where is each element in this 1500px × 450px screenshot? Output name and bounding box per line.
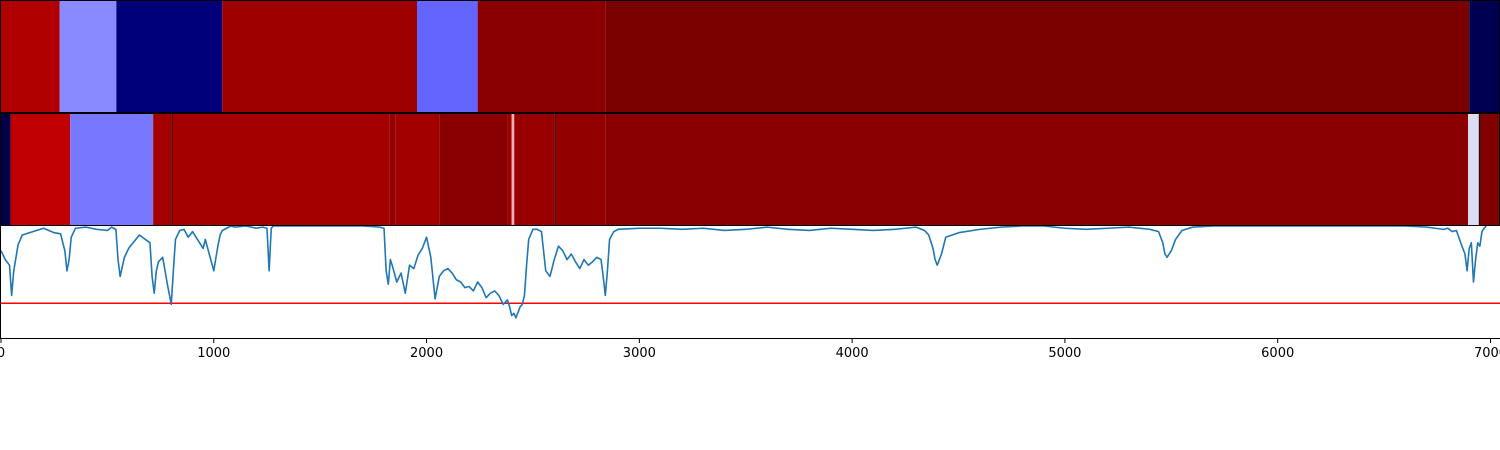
heatmap-segment-2-9 (507, 114, 512, 225)
heatmap-segment-2-3 (153, 114, 172, 225)
heatmap-segment-2-1 (10, 114, 71, 225)
heatmap-segment-2-12 (554, 114, 556, 225)
heatmap-track-2 (0, 113, 1500, 226)
x-tick-label-0: 0 (0, 346, 5, 361)
heatmap-segment-1-0 (1, 1, 60, 112)
heatmap-segment-2-13 (555, 114, 606, 225)
heatmap-segment-2-8 (439, 114, 508, 225)
heatmap-segment-2-2 (70, 114, 154, 225)
heatmap-segment-2-6 (389, 114, 396, 225)
heatmap-segment-2-7 (395, 114, 440, 225)
heatmap-segment-2-14 (605, 114, 1469, 225)
heatmap-segment-1-5 (477, 1, 606, 112)
heatmap-segment-2-16 (1478, 114, 1481, 225)
heatmap-segment-2-5 (172, 114, 390, 225)
heatmap-segment-1-4 (416, 1, 478, 112)
x-tick-label-1000: 1000 (197, 346, 230, 361)
heatmap-segment-2-17 (1480, 114, 1499, 225)
x-tick-label-4000: 4000 (836, 346, 869, 361)
heatmap-track-1 (0, 0, 1500, 113)
heatmap-segment-1-1 (59, 1, 117, 112)
line-panel (0, 226, 1500, 338)
heatmap-segment-2-4 (171, 114, 173, 225)
x-tick-label-2000: 2000 (410, 346, 443, 361)
x-tick-label-7000: 7000 (1474, 346, 1500, 361)
heatmap-segment-2-15 (1468, 114, 1479, 225)
heatmap-segment-2-10 (511, 114, 515, 225)
x-axis: 0 1000 2000 3000 4000 5000 6000 7000 (0, 338, 1500, 361)
x-tick-label-6000: 6000 (1261, 346, 1294, 361)
heatmap-segment-1-2 (116, 1, 223, 112)
heatmap-segment-1-7 (1469, 1, 1499, 112)
x-tick-label-3000: 3000 (623, 346, 656, 361)
heatmap-segment-1-3 (222, 1, 417, 112)
heatmap-segment-2-11 (514, 114, 555, 225)
heatmap-segment-1-6 (605, 1, 1470, 112)
x-tick-label-5000: 5000 (1048, 346, 1081, 361)
heatmap-segment-2-0 (1, 114, 11, 225)
series-line (0, 226, 1487, 319)
